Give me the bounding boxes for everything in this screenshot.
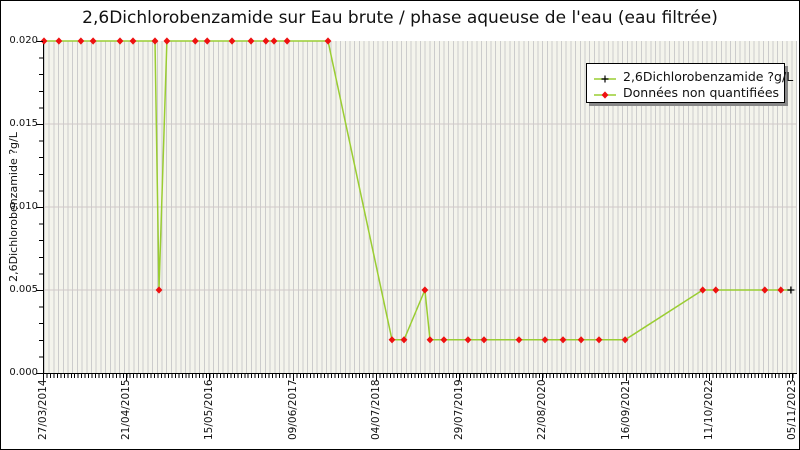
data-point-diamond <box>712 286 720 294</box>
y-tick-label: 0.015 <box>9 118 38 129</box>
data-point-diamond <box>270 37 278 45</box>
data-point-diamond <box>163 37 171 45</box>
data-point-diamond <box>699 286 707 294</box>
legend-label-non-quantified: Données non quantifiées <box>623 84 780 100</box>
y-tick-mark <box>36 207 43 208</box>
data-point-diamond <box>421 286 429 294</box>
x-tick-mark <box>459 374 461 381</box>
data-point-diamond <box>247 37 255 45</box>
data-point-diamond <box>426 336 434 344</box>
data-point-diamond <box>283 37 291 45</box>
x-minor-ticks <box>43 374 796 378</box>
data-point-diamond <box>400 336 408 344</box>
x-tick-mark <box>542 374 544 381</box>
chart-title: 2,6Dichlorobenzamide sur Eau brute / pha… <box>82 8 718 28</box>
data-point-diamond <box>40 37 48 45</box>
data-point-diamond <box>129 37 137 45</box>
data-point-diamond <box>761 286 769 294</box>
y-tick-label: 0.020 <box>9 35 38 46</box>
data-point-plus <box>787 286 795 294</box>
data-point-diamond <box>577 336 585 344</box>
y-tick-mark <box>36 41 43 42</box>
data-point-diamond <box>262 37 270 45</box>
data-point-diamond <box>77 37 85 45</box>
legend-item-quantified: 2,6Dichlorobenzamide ?g/L <box>593 68 793 84</box>
legend: 2,6Dichlorobenzamide ?g/L Données non qu… <box>586 63 793 103</box>
y-tick-mark <box>36 124 43 125</box>
x-tick-label: 05/11/2023 <box>786 379 798 440</box>
data-point-diamond <box>228 37 236 45</box>
x-tick-mark <box>126 374 128 381</box>
data-point-diamond <box>155 286 163 294</box>
x-tick-mark <box>209 374 211 381</box>
plus-marker-icon <box>593 70 617 83</box>
x-tick-label: 15/05/2016 <box>203 379 216 440</box>
legend-item-non-quantified: Données non quantifiées <box>593 84 780 100</box>
x-tick-label: 04/07/2018 <box>369 379 382 440</box>
y-tick-mark <box>36 373 43 374</box>
data-point-diamond <box>89 37 97 45</box>
x-tick-label: 16/09/2021 <box>619 379 632 440</box>
red-diamond-marker-icon <box>593 86 617 99</box>
y-tick-label: 0.005 <box>9 284 38 295</box>
y-tick-label: 0.010 <box>9 201 38 212</box>
data-point-diamond <box>541 336 549 344</box>
data-point-diamond <box>559 336 567 344</box>
y-tick-label: 0.000 <box>9 367 38 378</box>
data-point-diamond <box>191 37 199 45</box>
data-point-diamond <box>440 336 448 344</box>
legend-label-quantified: 2,6Dichlorobenzamide ?g/L <box>623 68 794 84</box>
x-tick-mark <box>625 374 627 381</box>
x-tick-label: 22/08/2020 <box>536 379 549 440</box>
data-point-diamond <box>324 37 332 45</box>
data-point-diamond <box>203 37 211 45</box>
x-tick-mark <box>792 374 793 381</box>
x-tick-label: 11/10/2022 <box>702 379 715 440</box>
x-tick-mark <box>708 374 710 381</box>
x-tick-mark <box>375 374 377 381</box>
x-tick-label: 21/04/2015 <box>120 379 133 440</box>
x-tick-label: 09/06/2017 <box>286 379 299 440</box>
data-point-diamond <box>480 336 488 344</box>
data-point-diamond <box>151 37 159 45</box>
x-tick-label: 27/03/2014 <box>37 379 49 440</box>
data-point-diamond <box>621 336 629 344</box>
y-tick-mark <box>36 290 43 291</box>
chart-svg <box>40 37 797 344</box>
data-point-diamond <box>777 286 785 294</box>
x-tick-mark <box>43 374 44 381</box>
x-tick-mark <box>292 374 294 381</box>
data-point-diamond <box>388 336 396 344</box>
data-point-diamond <box>116 37 124 45</box>
data-point-diamond <box>464 336 472 344</box>
data-point-diamond <box>55 37 63 45</box>
data-point-diamond <box>595 336 603 344</box>
data-point-diamond <box>515 336 523 344</box>
x-tick-label: 29/07/2019 <box>453 379 466 440</box>
